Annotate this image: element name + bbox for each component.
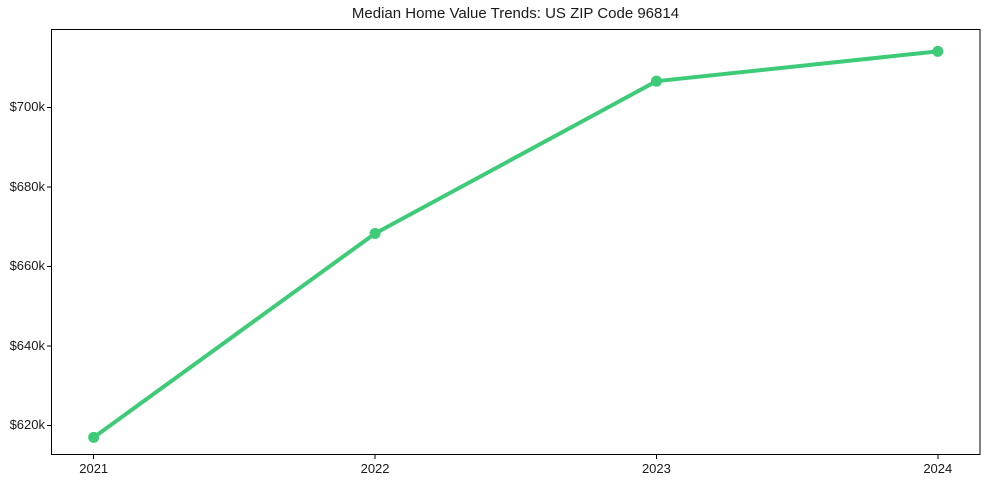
data-point-2023: [650, 75, 662, 87]
x-tick-label-2021: 2021: [79, 461, 109, 476]
data-point-2021: [88, 431, 100, 443]
x-tick-label-2024: 2024: [923, 461, 953, 476]
y-tick-label-1: $640k: [9, 337, 45, 353]
y-tick-label-2: $660k: [9, 258, 45, 274]
y-tick-label-0: $620k: [9, 417, 45, 433]
y-tick-label-3: $680k: [9, 178, 45, 194]
data-point-2024: [932, 45, 944, 57]
line-series: [91, 49, 940, 440]
x-tick-label-2023: 2023: [641, 461, 671, 476]
y-tick-label-4: $700k: [9, 99, 45, 115]
data-point-2022: [369, 227, 381, 239]
chart-title: Median Home Value Trends: US ZIP Code 96…: [351, 5, 680, 22]
axes-frame: [51, 29, 981, 455]
x-tick-label-2022: 2022: [360, 461, 390, 476]
